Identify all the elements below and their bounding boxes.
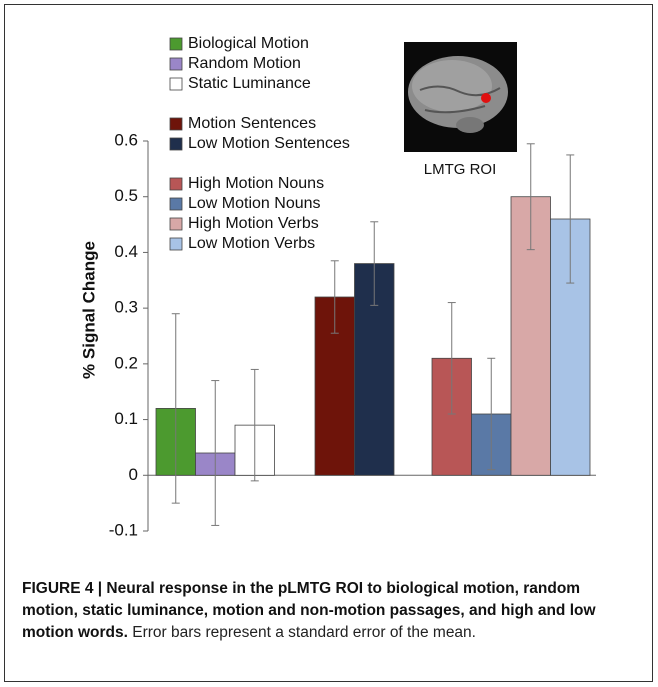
legend-swatch xyxy=(170,218,182,230)
y-tick-label: 0.3 xyxy=(114,298,138,317)
legend-label: Static Luminance xyxy=(188,75,311,92)
legend-label: High Motion Verbs xyxy=(188,215,319,232)
legend-label: Random Motion xyxy=(188,55,301,72)
y-axis-label: % Signal Change xyxy=(79,241,98,379)
y-tick-label: 0.5 xyxy=(114,186,138,205)
legend-swatch xyxy=(170,38,182,50)
legend-swatch xyxy=(170,78,182,90)
y-tick-label: 0.2 xyxy=(114,353,138,372)
y-tick-label: 0 xyxy=(129,465,138,484)
legend-label: Low Motion Nouns xyxy=(188,195,321,212)
inset-label: LMTG ROI xyxy=(424,161,497,178)
legend-swatch xyxy=(170,118,182,130)
legend-label: Low Motion Verbs xyxy=(188,235,315,252)
legend-swatch xyxy=(170,198,182,210)
figure: LMTG ROI % Signal Change -0.1 0 0.1 0.2 0.3 0… xyxy=(0,0,658,687)
caption: FIGURE 4 | Neural response in the pLMTG … xyxy=(22,578,637,644)
legend-label: Motion Sentences xyxy=(188,115,316,132)
legend-label: High Motion Nouns xyxy=(188,175,324,192)
legend-swatch xyxy=(170,138,182,150)
y-tick-label: 0.1 xyxy=(114,409,138,428)
legend-swatch xyxy=(170,58,182,70)
legend-label: Biological Motion xyxy=(188,35,309,52)
legend-label: Low Motion Sentences xyxy=(188,135,350,152)
y-tick-label: -0.1 xyxy=(109,520,138,539)
y-tick-label: 0.4 xyxy=(114,242,138,261)
y-tick-label: 0.6 xyxy=(114,130,138,149)
caption-text: Error bars represent a standard error of… xyxy=(132,624,476,641)
legend-swatch xyxy=(170,178,182,190)
legend-swatch xyxy=(170,238,182,250)
brain-image xyxy=(404,42,517,152)
